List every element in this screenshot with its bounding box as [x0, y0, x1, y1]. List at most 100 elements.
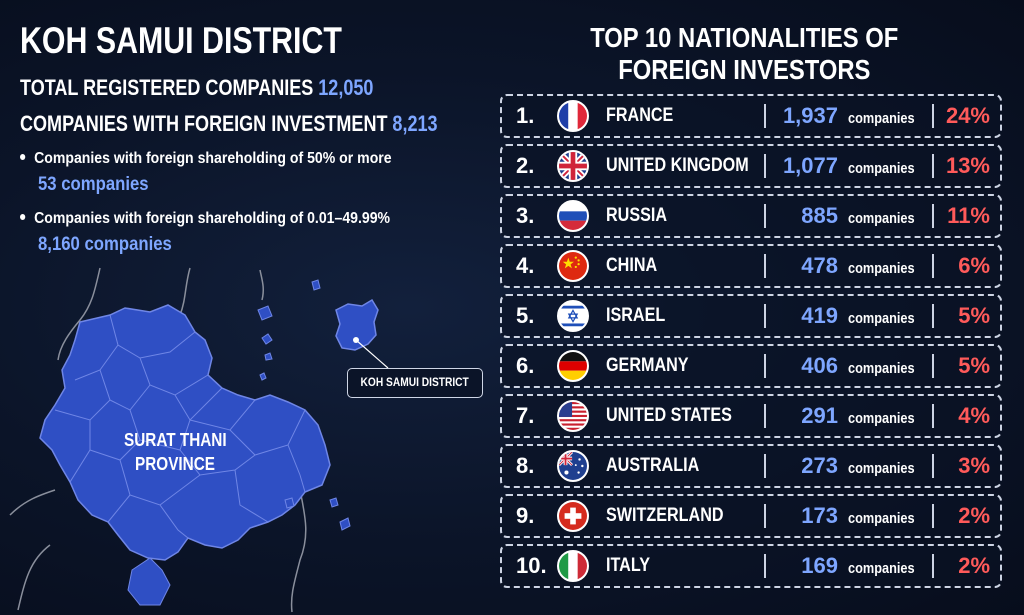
nationalities-list: 1. FRANCE 1,937 companies 24% 2. UNITED …	[500, 94, 1002, 594]
count-unit: companies	[848, 410, 915, 427]
page-title: KOH SAMUI DISTRICT	[20, 20, 342, 61]
company-count: 273	[801, 453, 838, 478]
divider	[764, 104, 766, 128]
bullet-minority-foreign: Companies with foreign shareholding of 0…	[20, 210, 390, 228]
list-item: 2. UNITED KINGDOM 1,077 companies 13%	[500, 144, 1002, 188]
province-southern-part	[127, 557, 171, 606]
divider	[932, 104, 934, 128]
rank-number: 10.	[516, 553, 547, 578]
district-borders	[54, 314, 306, 539]
company-count: 419	[801, 303, 838, 328]
list-item: 3. RUSSIA 885 companies 11%	[500, 194, 1002, 238]
divider	[764, 404, 766, 428]
foreign-investment-label: COMPANIES WITH FOREIGN INVESTMENT	[20, 111, 388, 136]
list-item: 1. FRANCE 1,937 companies 24%	[500, 94, 1002, 138]
list-item: 5. ISRAEL 419 companies 5%	[500, 294, 1002, 338]
country-name: UNITED STATES	[606, 405, 732, 426]
united-kingdom-flag-icon	[557, 150, 589, 182]
company-count: 885	[801, 203, 838, 228]
divider	[764, 554, 766, 578]
country-name: UNITED KINGDOM	[606, 155, 749, 176]
divider	[932, 404, 934, 428]
list-item: 4. CHINA 478 companies 6%	[500, 244, 1002, 288]
count-unit: companies	[848, 310, 915, 327]
share-percent: 4%	[958, 403, 990, 428]
rank-number: 7.	[516, 403, 535, 428]
bullet-text: Companies with foreign shareholding of 5…	[34, 150, 392, 167]
share-percent: 13%	[945, 153, 990, 178]
rank-number: 1.	[516, 103, 535, 128]
bullet-value: 8,160 companies	[38, 234, 172, 255]
united-states-flag-icon	[557, 400, 589, 432]
company-count: 169	[801, 553, 838, 578]
neighbor-border-line	[9, 489, 56, 516]
divider	[764, 204, 766, 228]
country-name: RUSSIA	[606, 205, 668, 226]
divider	[764, 304, 766, 328]
divider	[764, 154, 766, 178]
bullet-value: 53 companies	[38, 174, 149, 195]
russia-flag-icon	[557, 200, 589, 232]
neighbor-border-line	[290, 489, 307, 613]
france-flag-icon	[557, 100, 589, 132]
rank-number: 3.	[516, 203, 535, 228]
germany-flag-icon	[557, 350, 589, 382]
divider	[932, 254, 934, 278]
country-name: GERMANY	[606, 355, 689, 376]
rank-number: 2.	[516, 153, 535, 178]
rank-number: 9.	[516, 503, 535, 528]
share-percent: 5%	[958, 303, 990, 328]
count-unit: companies	[848, 360, 915, 377]
rank-number: 8.	[516, 453, 535, 478]
bullet-dot-icon	[20, 153, 26, 160]
company-count: 406	[801, 353, 838, 378]
count-unit: companies	[848, 260, 915, 277]
divider	[932, 454, 934, 478]
israel-flag-icon	[557, 300, 589, 332]
company-count: 478	[801, 253, 838, 278]
divider	[932, 304, 934, 328]
company-count: 1,077	[782, 153, 838, 178]
list-item: 6. GERMANY 406 companies 5%	[500, 344, 1002, 388]
bullet-majority-foreign: Companies with foreign shareholding of 5…	[20, 150, 392, 168]
italy-flag-icon	[557, 550, 589, 582]
koh-samui-callout: KOH SAMUI DISTRICT	[347, 368, 483, 398]
china-flag-icon	[557, 250, 589, 282]
country-name: AUSTRALIA	[606, 455, 700, 476]
divider	[932, 504, 934, 528]
callout-pointer-line	[355, 339, 389, 369]
list-item: 8. AUSTRALIA 273 companies 3%	[500, 444, 1002, 488]
foreign-investment-value: 8,213	[392, 111, 438, 136]
share-percent: 5%	[958, 353, 990, 378]
divider	[932, 554, 934, 578]
country-name: CHINA	[606, 255, 658, 276]
total-registered-companies: TOTAL REGISTERED COMPANIES 12,050	[20, 75, 373, 101]
divider	[932, 154, 934, 178]
count-unit: companies	[848, 160, 915, 177]
count-unit: companies	[848, 210, 915, 227]
neighbor-border-line	[179, 267, 191, 316]
total-registered-value: 12,050	[318, 75, 374, 100]
rank-number: 5.	[516, 303, 535, 328]
share-percent: 6%	[958, 253, 990, 278]
rank-number: 6.	[516, 353, 535, 378]
company-count: 173	[801, 503, 838, 528]
divider	[932, 354, 934, 378]
neighbor-border-line	[259, 269, 264, 301]
share-percent: 11%	[947, 203, 990, 228]
country-name: FRANCE	[606, 105, 674, 126]
neighbor-border-line	[17, 544, 51, 611]
bullet-dot-icon	[20, 213, 26, 220]
country-name: ISRAEL	[606, 305, 666, 326]
australia-flag-icon	[557, 450, 589, 482]
divider	[764, 354, 766, 378]
count-unit: companies	[848, 110, 915, 127]
list-item: 10. ITALY 169 companies 2%	[500, 544, 1002, 588]
company-count: 291	[801, 403, 838, 428]
list-item: 9. SWITZERLAND 173 companies 2%	[500, 494, 1002, 538]
province-label: SURAT THANI PROVINCE	[123, 430, 227, 474]
foreign-investment-companies: COMPANIES WITH FOREIGN INVESTMENT 8,213	[20, 111, 438, 137]
divider	[764, 254, 766, 278]
company-count: 1,937	[782, 103, 838, 128]
bullet-text: Companies with foreign shareholding of 0…	[34, 210, 391, 227]
